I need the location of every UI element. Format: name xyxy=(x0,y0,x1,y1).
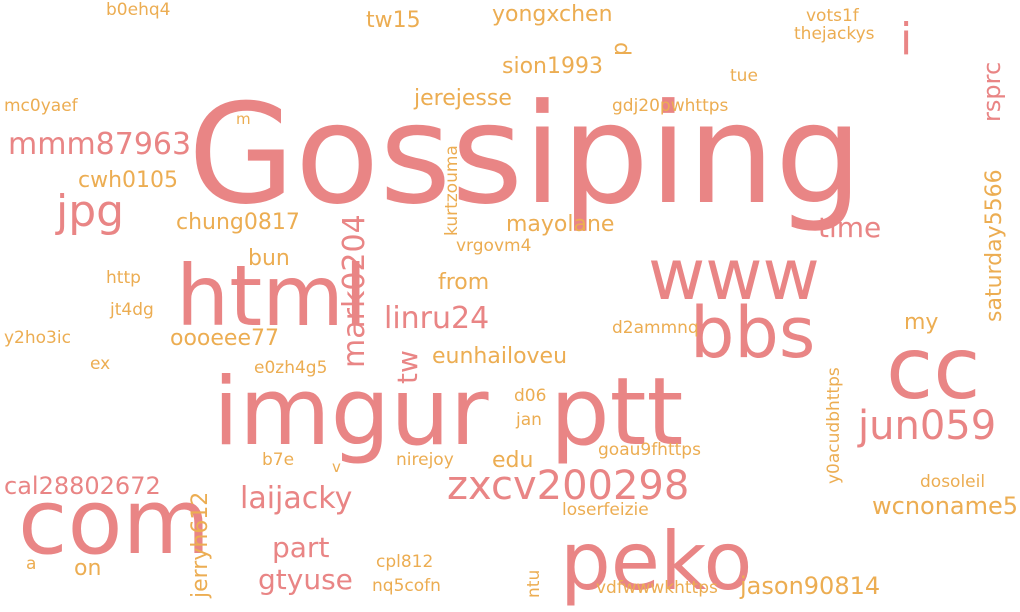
word-gtyuse: gtyuse xyxy=(258,563,353,596)
word-cal28802672: cal28802672 xyxy=(4,472,161,500)
word-www: www xyxy=(648,234,820,316)
word-time: time xyxy=(818,211,882,244)
word-from: from xyxy=(438,270,490,295)
word-bbs: bbs xyxy=(690,292,816,374)
word-yongxchen: yongxchen xyxy=(492,2,613,27)
word-mayolane: mayolane xyxy=(506,212,615,237)
word-wcnoname5: wcnoname5 xyxy=(872,492,1019,520)
word-ex: ex xyxy=(90,354,111,374)
word-jpg: jpg xyxy=(56,186,125,237)
word-jan: jan xyxy=(516,410,542,430)
word-kurtzouma: kurtzouma xyxy=(442,145,462,236)
word-loserfeizie: loserfeizie xyxy=(562,500,649,520)
word-bun: bun xyxy=(248,246,290,271)
word-cc: cc xyxy=(886,319,981,419)
word-y0acudbhttps: y0acudbhttps xyxy=(824,367,844,484)
word-goau9fhttps: goau9fhttps xyxy=(598,440,701,460)
word-p: p xyxy=(608,42,633,56)
word-tw15: tw15 xyxy=(366,8,421,33)
word-d06: d06 xyxy=(514,386,547,406)
word-m: m xyxy=(236,110,251,128)
word-dosoleil: dosoleil xyxy=(920,472,986,492)
word-linru24: linru24 xyxy=(384,301,490,336)
word-thejackys: thejackys xyxy=(794,24,875,44)
word-mark0204: mark0204 xyxy=(337,214,372,368)
word-vdfwwwkhttps: vdfwwwkhttps xyxy=(596,578,718,598)
word-nq5cofn: nq5cofn xyxy=(372,576,441,596)
word-chung0817: chung0817 xyxy=(176,210,300,235)
word-jason90814: jason90814 xyxy=(740,572,881,600)
word-jerryh612: jerryh612 xyxy=(188,491,213,598)
word-eunhailoveu: eunhailoveu xyxy=(432,344,568,369)
word-vrgovm4: vrgovm4 xyxy=(456,236,532,256)
word-ntu: ntu xyxy=(524,569,544,598)
word-mmm87963: mmm87963 xyxy=(8,127,192,162)
word-zxcv200298: zxcv200298 xyxy=(447,463,690,509)
word-jerejesse: jerejesse xyxy=(414,86,512,111)
word-vots1f: vots1f xyxy=(806,6,859,26)
word-tw: tw xyxy=(391,350,424,384)
word-mc0yaef: mc0yaef xyxy=(4,96,78,116)
word-peko: peko xyxy=(560,515,753,608)
word-tue: tue xyxy=(730,66,758,86)
word-e0zh4g5: e0zh4g5 xyxy=(254,358,328,378)
word-html: html xyxy=(176,247,368,345)
word-rsprc: rsprc xyxy=(978,61,1006,122)
word-y2ho3ic: y2ho3ic xyxy=(4,328,71,348)
word-saturday5566: saturday5566 xyxy=(982,169,1007,322)
word-jun059: jun059 xyxy=(858,403,997,449)
word-my: my xyxy=(904,310,939,335)
word-v: v xyxy=(332,458,341,476)
word-gdj20pwhttps: gdj20pwhttps xyxy=(612,96,729,116)
word-on: on xyxy=(74,556,102,581)
word-laijacky: laijacky xyxy=(240,481,353,516)
word-gossiping: Gossiping xyxy=(188,74,863,235)
word-nirejoy: nirejoy xyxy=(396,450,454,470)
word-cwh0105: cwh0105 xyxy=(78,168,179,193)
word-sion1993: sion1993 xyxy=(502,54,603,79)
word-i: i xyxy=(900,14,913,65)
word-d2ammnq: d2ammnq xyxy=(612,318,699,338)
word-cpl812: cpl812 xyxy=(376,552,434,572)
word-com: com xyxy=(18,470,211,575)
word-jt4dg: jt4dg xyxy=(110,300,154,320)
word-http: http xyxy=(106,268,141,288)
word-part: part xyxy=(272,531,330,564)
word-edu: edu xyxy=(492,448,534,473)
word-a: a xyxy=(26,554,37,574)
word-b7e: b7e xyxy=(262,450,295,470)
word-oooeee77: oooeee77 xyxy=(170,326,279,351)
word-b0ehq4: b0ehq4 xyxy=(106,0,171,20)
word-ptt: ptt xyxy=(550,358,684,467)
word-imgur: imgur xyxy=(213,358,489,467)
